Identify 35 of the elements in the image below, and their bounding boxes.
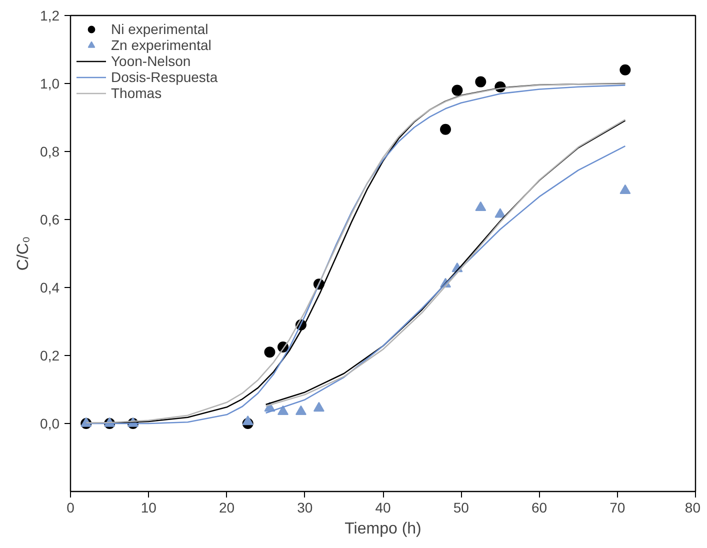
x-tick-label: 80 bbox=[684, 500, 701, 516]
point bbox=[620, 64, 631, 76]
y-tick-label: 0,6 bbox=[40, 212, 60, 228]
x-tick-label: 70 bbox=[610, 500, 626, 516]
point bbox=[452, 84, 463, 96]
point bbox=[440, 124, 451, 135]
point bbox=[264, 346, 276, 358]
y-tick-label: 0,0 bbox=[40, 416, 60, 432]
legend-label: Dosis-Respuesta bbox=[111, 69, 218, 85]
x-axis-title: Tiempo (h) bbox=[344, 520, 422, 538]
legend-label: Zn experimental bbox=[111, 37, 212, 53]
point bbox=[313, 402, 324, 412]
point bbox=[278, 405, 288, 415]
legend-label: Yoon-Nelson bbox=[111, 53, 191, 69]
y-tick-label: 1,0 bbox=[40, 76, 60, 92]
point bbox=[494, 208, 506, 218]
y-axis-title: C/C₀ bbox=[15, 236, 32, 271]
x-tick-label: 50 bbox=[453, 500, 470, 516]
x-tick-label: 0 bbox=[66, 500, 75, 516]
x-tick-label: 10 bbox=[140, 500, 157, 516]
point bbox=[475, 201, 486, 211]
x-tick-label: 40 bbox=[375, 500, 391, 516]
x-tick-label: 60 bbox=[531, 500, 548, 516]
x-tick-label: 20 bbox=[218, 500, 235, 516]
y-tick-label: 0,8 bbox=[40, 144, 60, 160]
y-tick-label: 0,4 bbox=[40, 280, 60, 296]
y-tick-label: 1,2 bbox=[40, 8, 60, 24]
point bbox=[242, 416, 254, 426]
point bbox=[295, 405, 306, 415]
legend-label: Thomas bbox=[111, 85, 162, 101]
y-tick-label: 0,2 bbox=[40, 348, 60, 364]
point bbox=[620, 184, 631, 194]
legend-label: Ni experimental bbox=[111, 21, 208, 37]
point bbox=[475, 76, 486, 88]
x-tick-label: 30 bbox=[297, 500, 313, 516]
